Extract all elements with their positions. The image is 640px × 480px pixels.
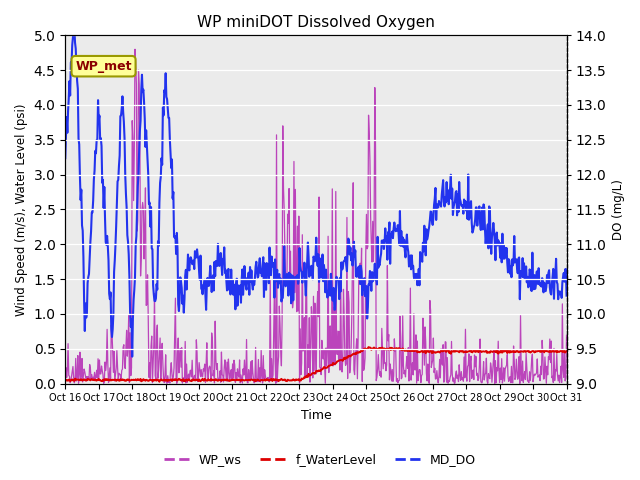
- Y-axis label: DO (mg/L): DO (mg/L): [612, 179, 625, 240]
- Legend: WP_ws, f_WaterLevel, MD_DO: WP_ws, f_WaterLevel, MD_DO: [159, 448, 481, 471]
- Text: WP_met: WP_met: [76, 60, 132, 72]
- X-axis label: Time: Time: [301, 409, 332, 422]
- Y-axis label: Wind Speed (m/s), Water Level (psi): Wind Speed (m/s), Water Level (psi): [15, 103, 28, 316]
- Title: WP miniDOT Dissolved Oxygen: WP miniDOT Dissolved Oxygen: [197, 15, 435, 30]
